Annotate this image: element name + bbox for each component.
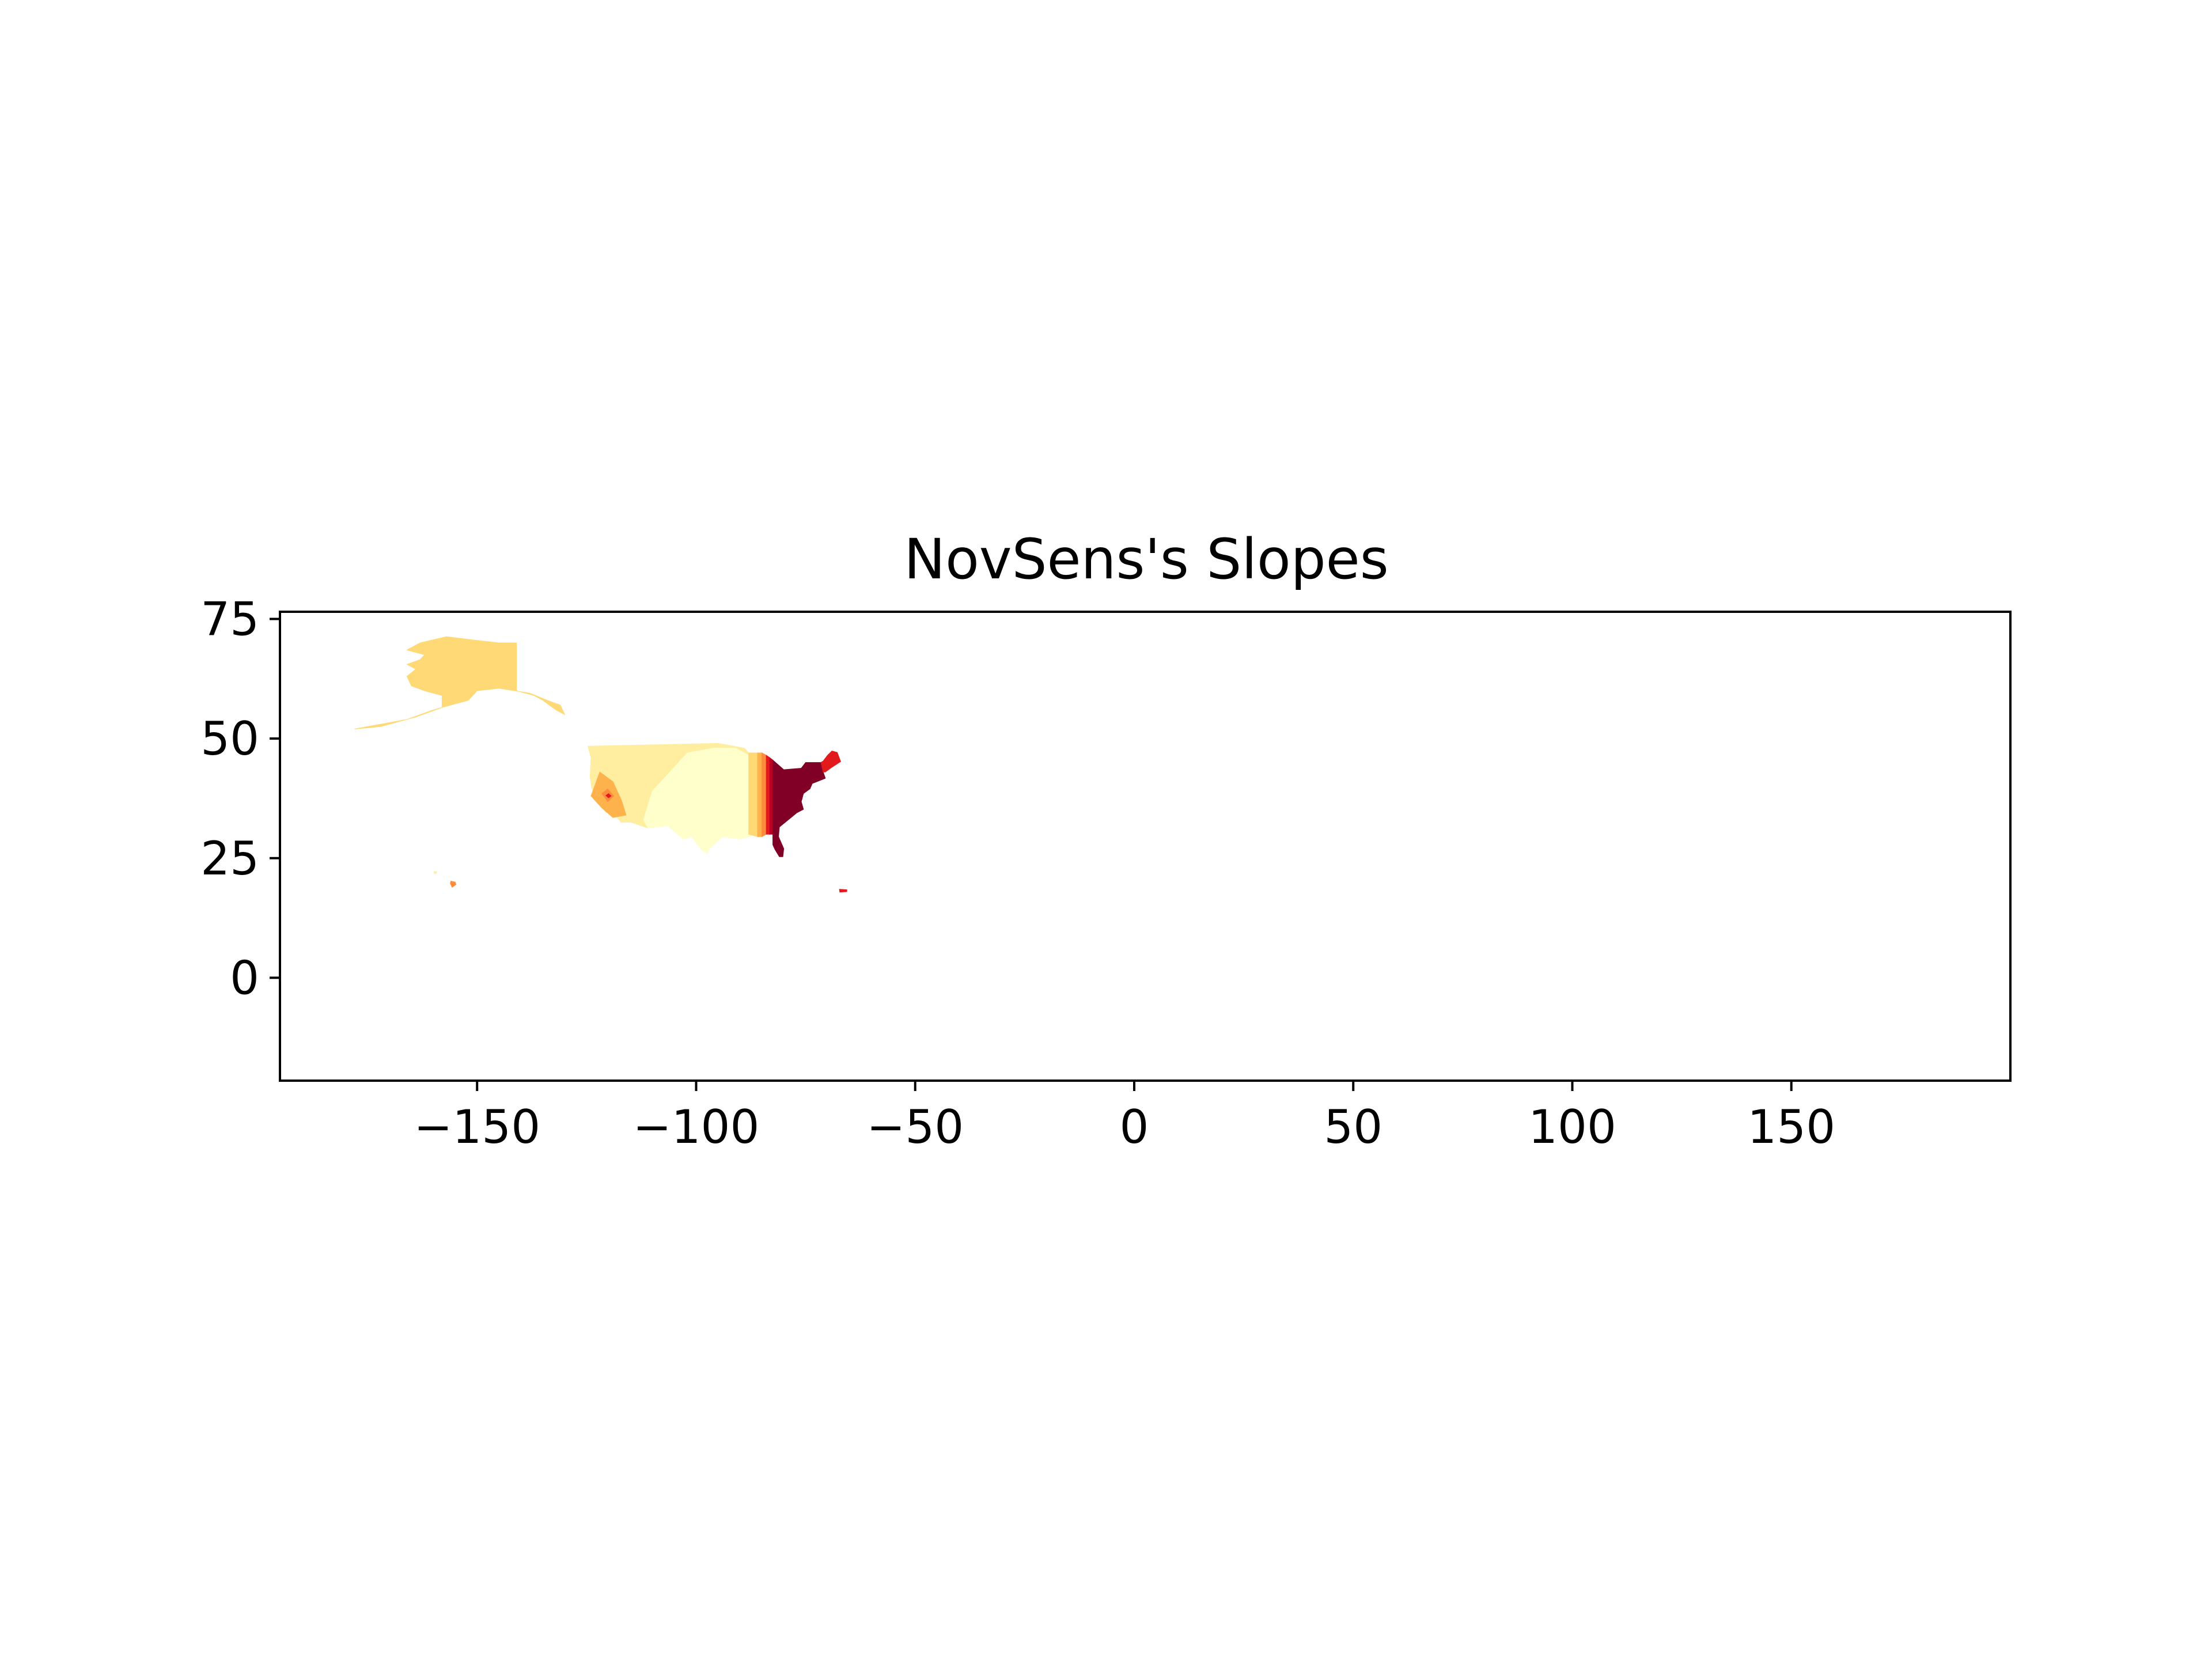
y-tick-label: 50 <box>200 712 259 766</box>
x-tick-label: −50 <box>866 1100 964 1154</box>
x-tick-label: −100 <box>633 1100 760 1154</box>
region-puerto-rico <box>839 889 847 893</box>
map-regions <box>354 636 847 893</box>
x-tick-label: 100 <box>1528 1100 1616 1154</box>
x-tick-label: −150 <box>414 1100 540 1154</box>
region-new-england <box>820 751 842 772</box>
y-axis: 0 25 50 75 <box>200 592 280 1005</box>
region-california-zone-core <box>605 793 612 798</box>
x-tick-label: 0 <box>1120 1100 1149 1154</box>
region-interior-plains <box>643 748 758 854</box>
region-alaska <box>354 636 566 729</box>
region-band-3 <box>762 752 767 838</box>
y-tick-label: 75 <box>200 592 259 646</box>
region-hawaii-big-island <box>450 880 457 888</box>
chart-title: NovSens's Slopes <box>904 527 1389 592</box>
x-tick-label: 150 <box>1747 1100 1835 1154</box>
plot-frame <box>279 611 2012 1082</box>
region-band-4 <box>766 755 770 835</box>
y-tick-label: 25 <box>200 832 259 885</box>
region-east-coast <box>772 759 826 857</box>
x-axis: −150 −100 −50 0 50 100 150 <box>414 1081 1835 1154</box>
region-band-5 <box>769 757 774 835</box>
region-band-2 <box>757 752 763 837</box>
region-hawaii-islets <box>434 871 437 874</box>
y-tick-label: 0 <box>230 951 259 1005</box>
x-tick-label: 50 <box>1324 1100 1382 1154</box>
region-band-1 <box>748 752 758 838</box>
